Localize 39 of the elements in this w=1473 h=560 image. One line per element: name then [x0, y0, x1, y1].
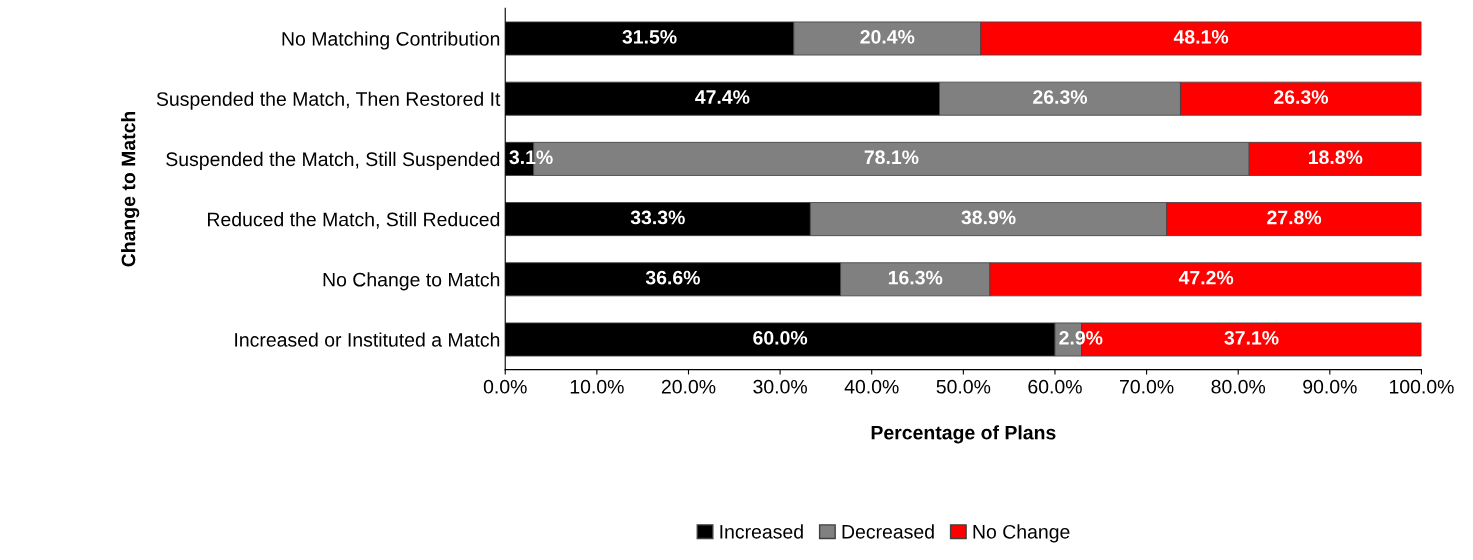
y-tick-label: Reduced the Match, Still Reduced	[208, 212, 500, 229]
y-axis-title: Change to Match	[121, 111, 140, 267]
data-label: 47.4%	[695, 90, 750, 104]
data-label: 60.0%	[753, 330, 808, 345]
data-label: 20.4%	[860, 29, 915, 44]
y-tick-label: No Change to Match	[323, 272, 500, 291]
x-tick-label: 30.0%	[753, 379, 807, 394]
x-tick-label: 0.0%	[483, 379, 527, 394]
y-tick-label: Increased or Instituted a Match	[235, 332, 500, 347]
data-label: 18.8%	[1308, 150, 1363, 165]
x-tick-label: 20.0%	[661, 379, 716, 394]
x-tick-label: 60.0%	[1028, 379, 1082, 394]
data-label: 78.1%	[864, 150, 919, 165]
data-label: 47.2%	[1178, 270, 1234, 285]
legend-label: No Change	[973, 524, 1070, 543]
data-label: 16.3%	[888, 270, 943, 285]
data-label: 33.3%	[630, 210, 685, 225]
data-label: 48.1%	[1173, 29, 1229, 44]
data-label: 3.1%	[509, 150, 553, 165]
x-tick-label: 90.0%	[1303, 379, 1357, 394]
data-label: 26.3%	[1274, 90, 1329, 104]
data-label: 26.3%	[1033, 90, 1088, 104]
x-tick-label: 100.0%	[1389, 379, 1454, 394]
data-label: 37.1%	[1224, 330, 1279, 345]
y-tick-label: Suspended the Match, Then Restored It	[156, 91, 501, 110]
x-tick-label: 10.0%	[570, 379, 624, 394]
x-tick-label: 80.0%	[1211, 379, 1266, 394]
y-tick-label: Suspended the Match, Still Suspended	[166, 151, 500, 170]
data-label: 36.6%	[645, 270, 700, 285]
y-tick-label: No Matching Contribution	[282, 31, 500, 50]
x-tick-label: 50.0%	[936, 379, 991, 394]
x-tick-label: 40.0%	[844, 379, 899, 394]
x-tick-label: 70.0%	[1120, 379, 1174, 394]
legend-label: Increased	[720, 524, 803, 539]
data-label: 27.8%	[1267, 210, 1322, 225]
data-label: 31.5%	[622, 29, 677, 44]
legend-label: Decreased	[842, 524, 934, 539]
x-axis-title: Percentage of Plans	[871, 425, 1056, 444]
data-label: 38.9%	[961, 210, 1016, 225]
